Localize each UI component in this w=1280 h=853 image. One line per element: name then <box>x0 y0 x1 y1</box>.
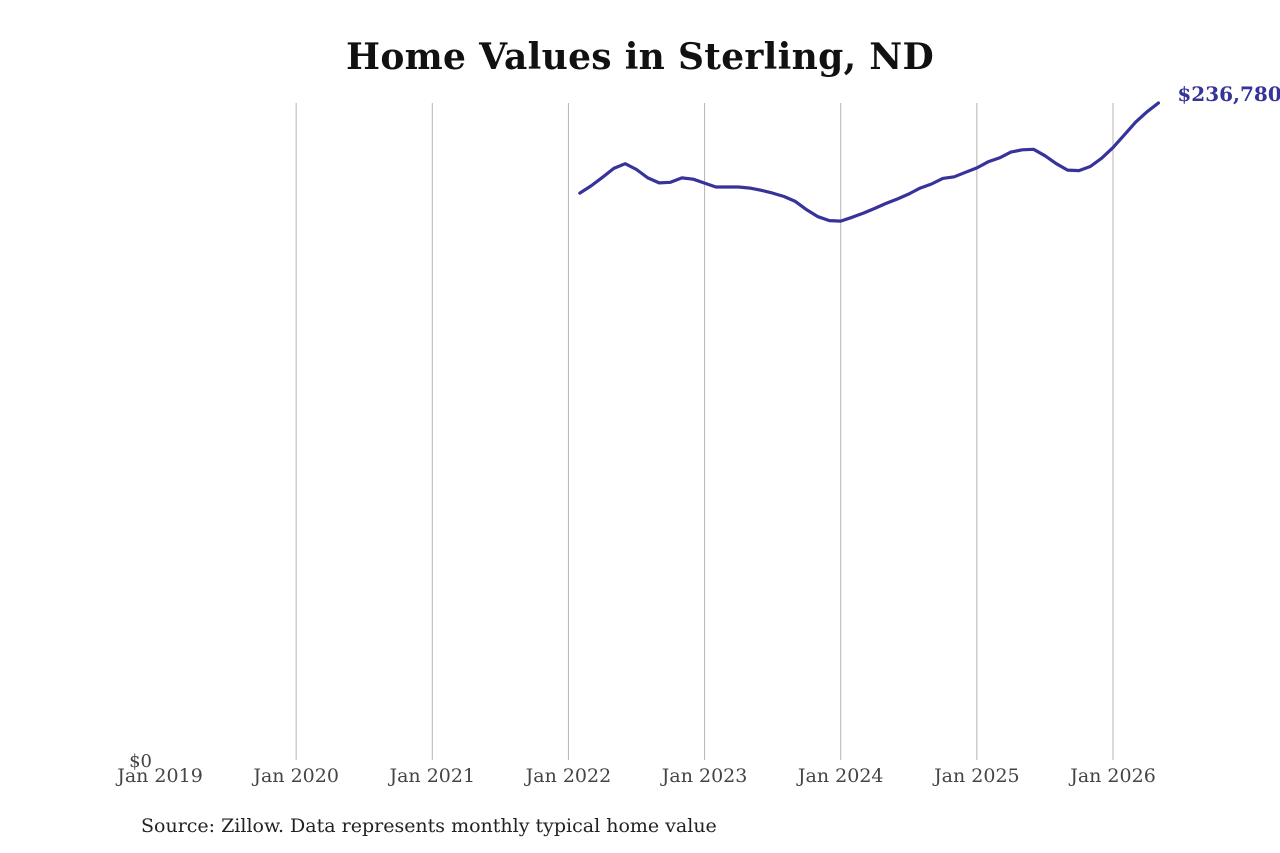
source-note: Source: Zillow. Data represents monthly … <box>141 815 717 837</box>
end-value-label: $236,780 <box>1177 82 1280 106</box>
series-layer <box>578 101 1160 223</box>
x-tick-label: Jan 2025 <box>932 765 1020 787</box>
gridlines <box>295 103 1114 760</box>
x-tick-label: Jan 2023 <box>660 765 748 787</box>
x-axis: Jan 2019 Jan 2020 Jan 2021 Jan 2022 Jan 2023… <box>115 765 1156 787</box>
chart-title: Home Values in Sterling, ND <box>346 36 934 78</box>
x-tick-label: Jan 2021 <box>387 765 475 787</box>
x-tick-label: Jan 2020 <box>251 765 339 787</box>
x-tick-label: Jan 2026 <box>1068 765 1156 787</box>
x-tick-label: Jan 2019 <box>115 765 203 787</box>
line-chart: Jan 2019 Jan 2020 Jan 2021 Jan 2022 Jan 2023… <box>115 82 1280 787</box>
x-tick-label: Jan 2024 <box>796 765 884 787</box>
x-tick-label: Jan 2022 <box>524 765 612 787</box>
series-line <box>578 101 1160 223</box>
y-tick-label-zero: $0 <box>129 751 152 772</box>
